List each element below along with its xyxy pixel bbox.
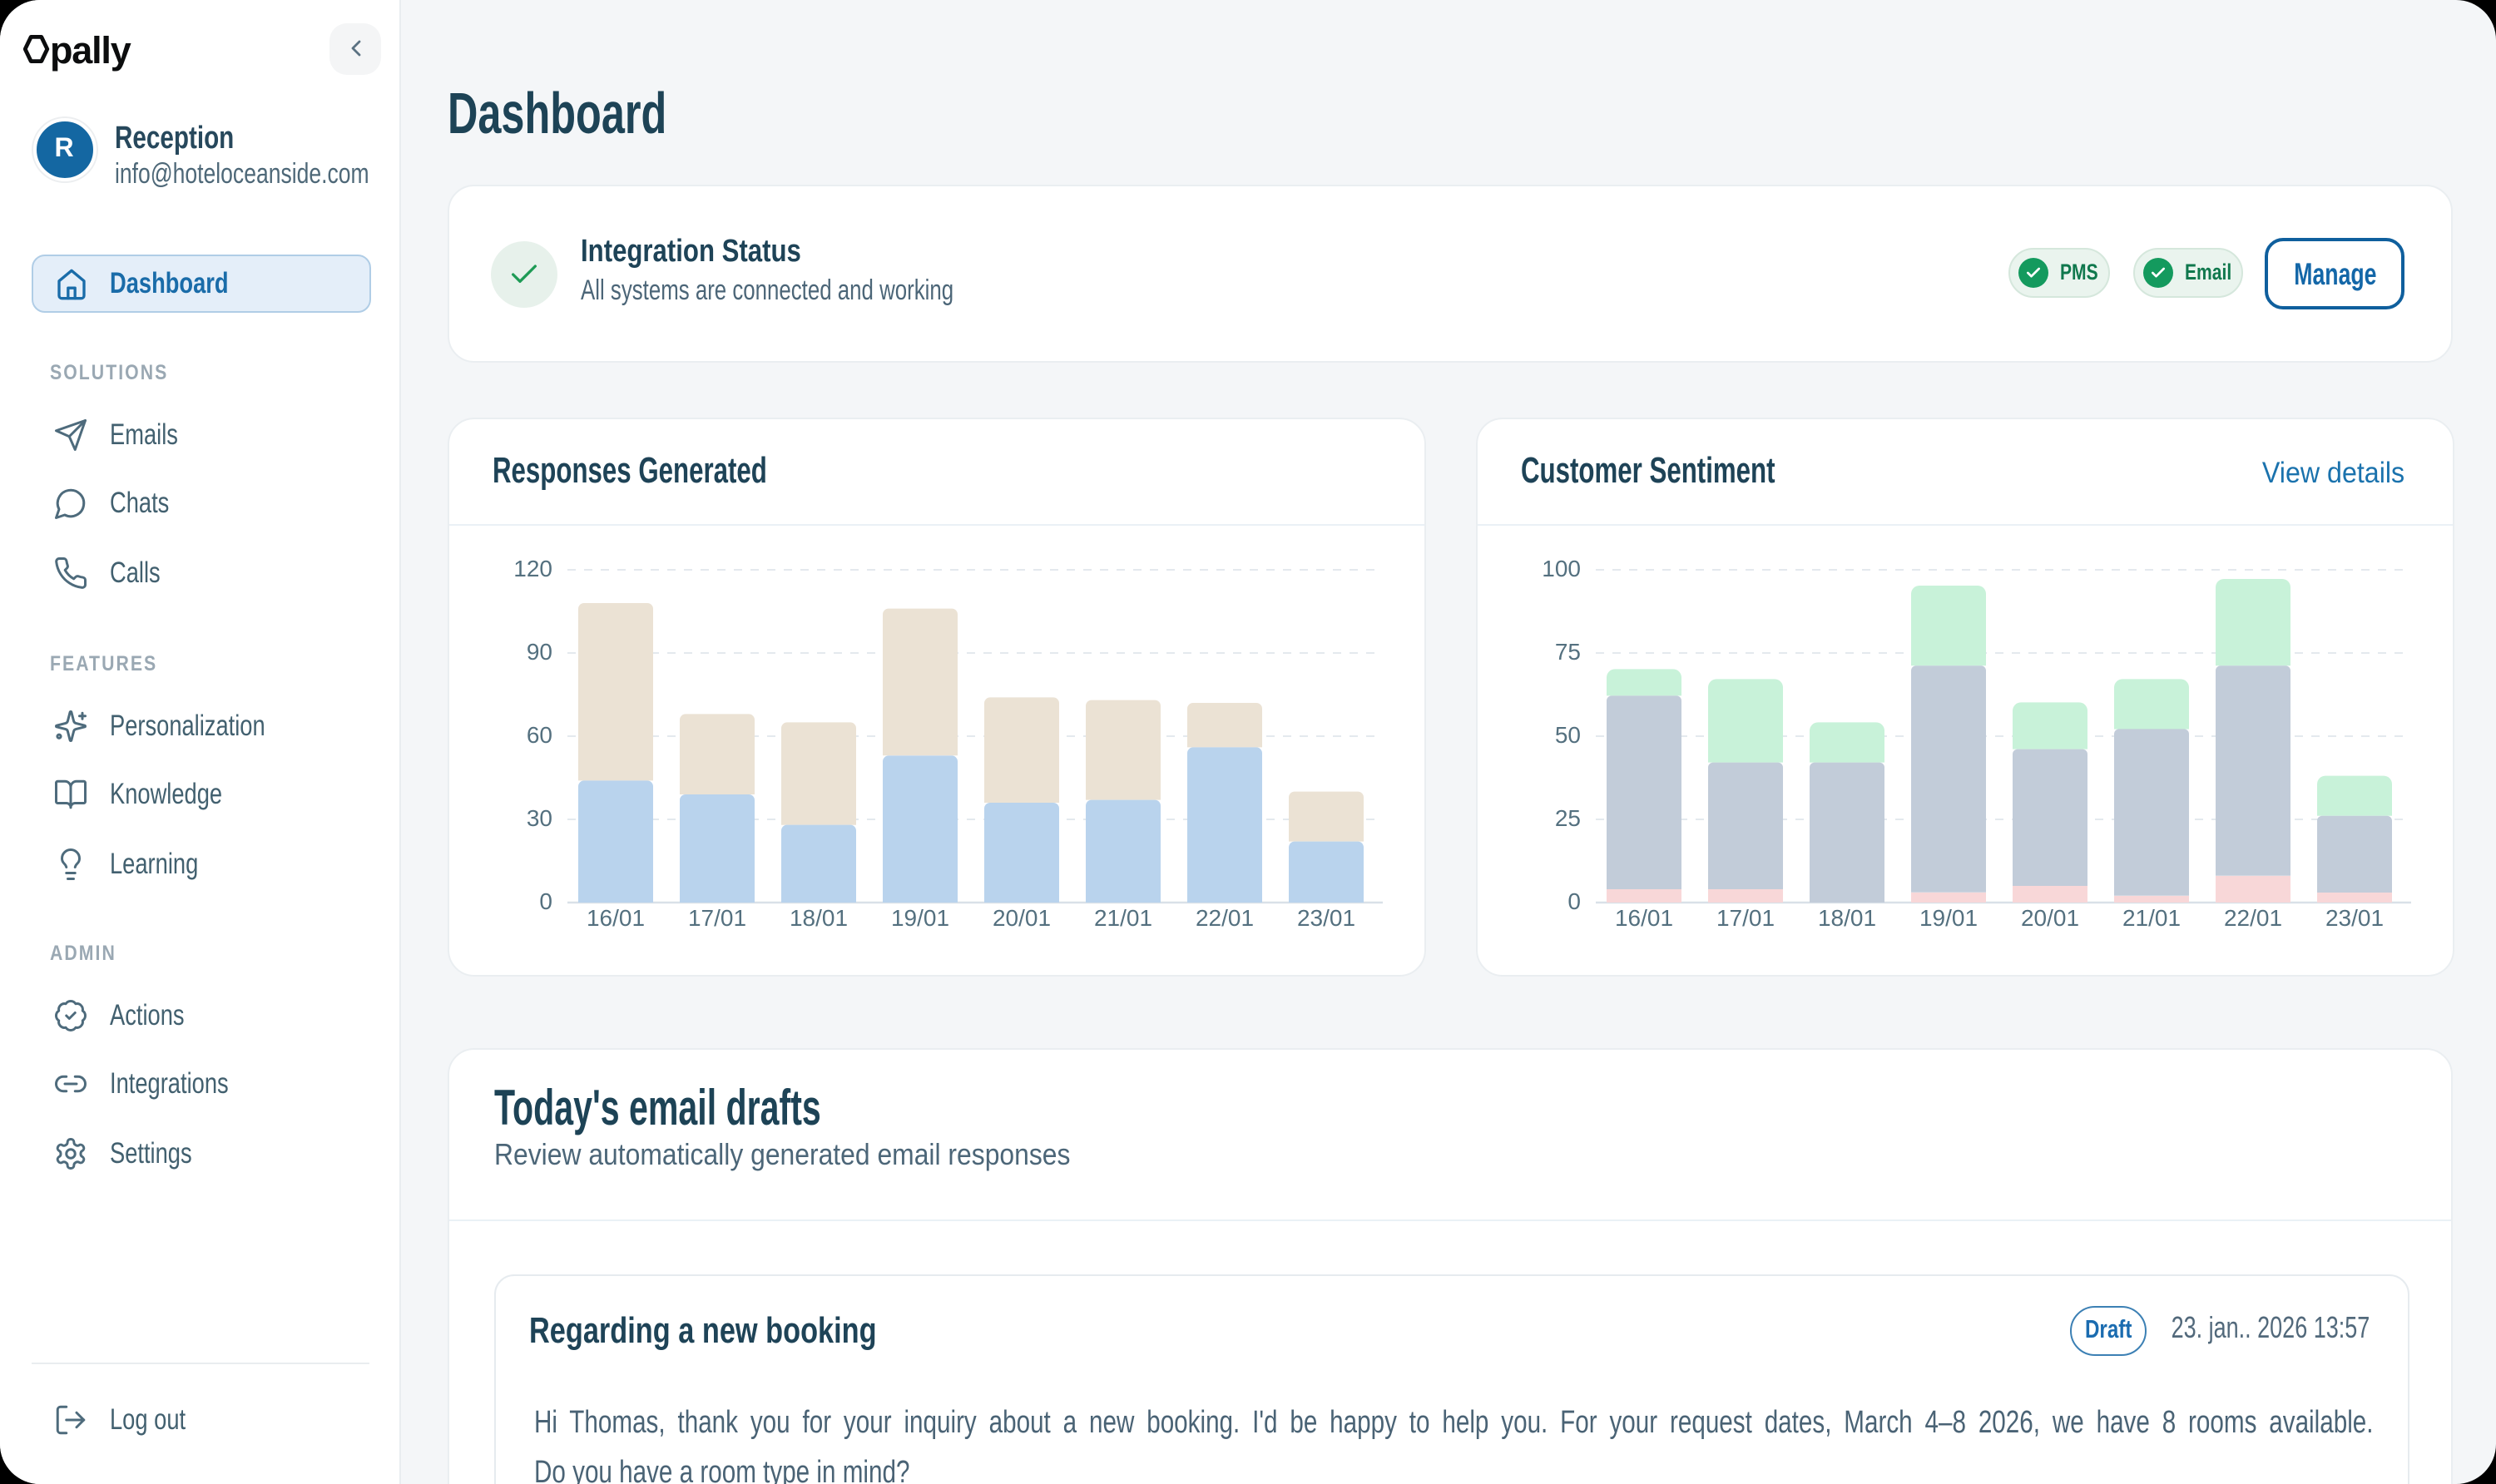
svg-text:50: 50 xyxy=(1555,721,1581,747)
svg-text:17/01: 17/01 xyxy=(688,904,746,930)
svg-text:23/01: 23/01 xyxy=(2325,904,2384,930)
svg-text:16/01: 16/01 xyxy=(1615,904,1673,930)
svg-text:17/01: 17/01 xyxy=(1716,904,1775,930)
svg-text:19/01: 19/01 xyxy=(891,904,949,930)
svg-text:75: 75 xyxy=(1555,638,1581,664)
svg-text:0: 0 xyxy=(1567,888,1581,913)
svg-text:16/01: 16/01 xyxy=(587,904,645,930)
svg-text:22/01: 22/01 xyxy=(2224,904,2282,930)
svg-text:21/01: 21/01 xyxy=(2122,904,2181,930)
svg-text:22/01: 22/01 xyxy=(1196,904,1254,930)
svg-text:60: 60 xyxy=(527,721,552,747)
svg-text:23/01: 23/01 xyxy=(1297,904,1355,930)
svg-text:120: 120 xyxy=(513,555,552,581)
svg-text:19/01: 19/01 xyxy=(1919,904,1978,930)
svg-text:0: 0 xyxy=(539,888,552,913)
svg-text:21/01: 21/01 xyxy=(1094,904,1152,930)
svg-text:20/01: 20/01 xyxy=(993,904,1051,930)
svg-text:18/01: 18/01 xyxy=(1818,904,1876,930)
svg-text:90: 90 xyxy=(527,638,552,664)
svg-text:20/01: 20/01 xyxy=(2021,904,2079,930)
svg-text:30: 30 xyxy=(527,804,552,830)
svg-text:25: 25 xyxy=(1555,804,1581,830)
svg-text:100: 100 xyxy=(1542,555,1581,581)
svg-text:18/01: 18/01 xyxy=(790,904,848,930)
